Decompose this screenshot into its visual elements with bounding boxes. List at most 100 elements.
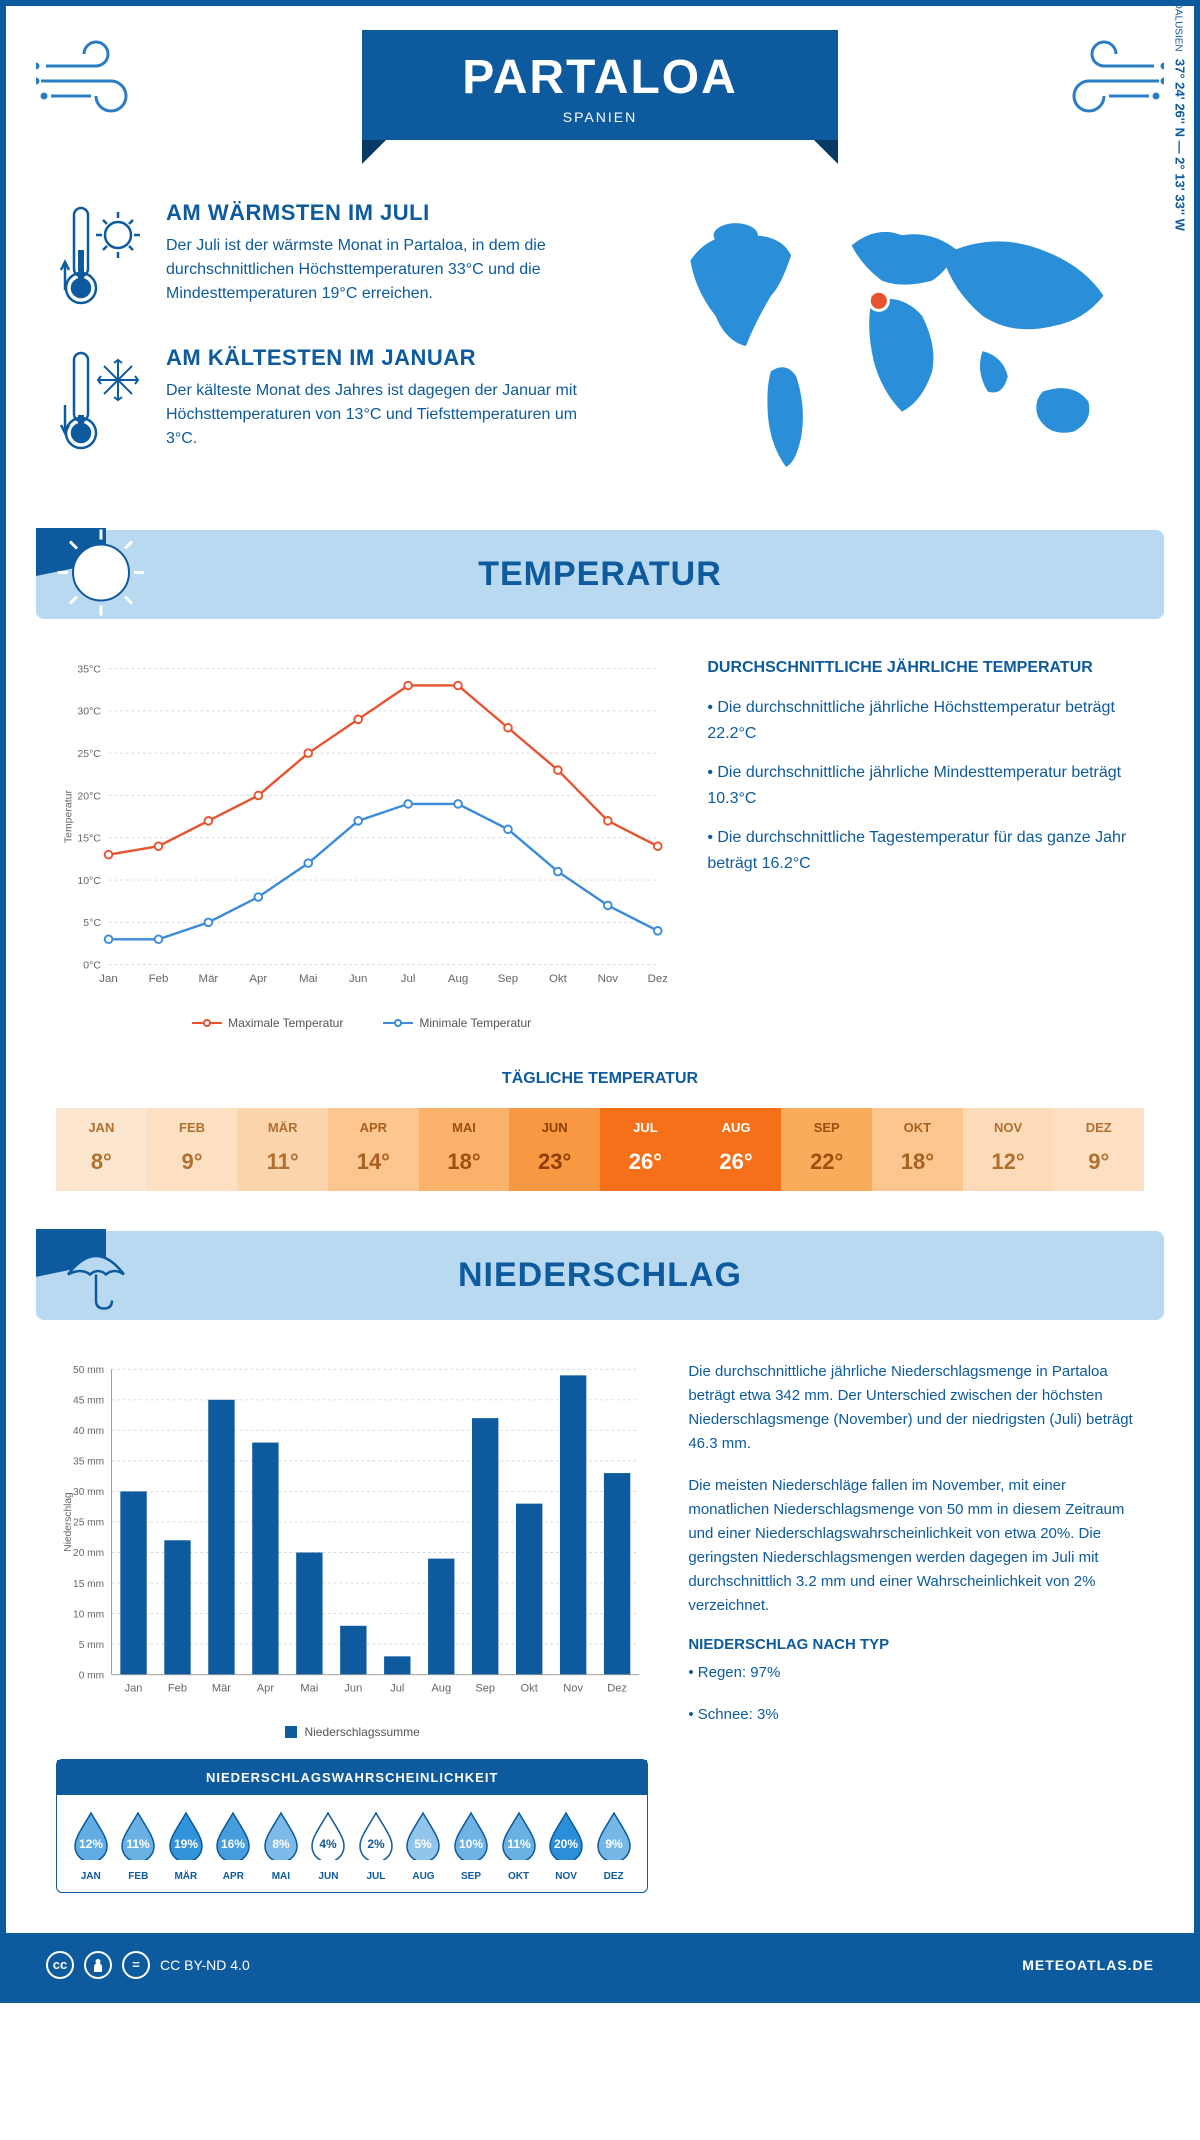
svg-text:Dez: Dez — [648, 973, 668, 985]
site-name: METEOATLAS.DE — [1022, 1957, 1154, 1973]
svg-text:10°C: 10°C — [77, 875, 101, 887]
coldest-title: AM KÄLTESTEN IM JANUAR — [166, 345, 610, 371]
world-map — [640, 200, 1144, 482]
svg-text:Nov: Nov — [563, 1682, 583, 1694]
svg-text:35°C: 35°C — [77, 663, 101, 675]
daily-temp-cell: NOV12° — [963, 1108, 1054, 1191]
prob-cell: 16% APR — [210, 1810, 258, 1882]
coldest-fact: AM KÄLTESTEN IM JANUAR Der kälteste Mona… — [56, 345, 610, 460]
precip-type-title: NIEDERSCHLAG NACH TYP — [688, 1636, 1144, 1653]
svg-text:Aug: Aug — [431, 1682, 451, 1694]
svg-text:Jun: Jun — [349, 973, 367, 985]
daily-temp-cell: APR14° — [328, 1108, 419, 1191]
by-icon — [84, 1951, 112, 1979]
svg-text:Feb: Feb — [149, 973, 169, 985]
daily-temp-cell: JUN23° — [509, 1108, 600, 1191]
svg-text:5 mm: 5 mm — [79, 1640, 104, 1651]
daily-temp-cell: MÄR11° — [237, 1108, 328, 1191]
svg-text:40 mm: 40 mm — [73, 1426, 104, 1437]
svg-text:Mai: Mai — [299, 973, 317, 985]
coldest-text: Der kälteste Monat des Jahres ist dagege… — [166, 379, 610, 451]
temp-chart-legend: Maximale Temperatur Minimale Temperatur — [56, 1016, 667, 1030]
precip-section-header: NIEDERSCHLAG — [36, 1231, 1164, 1320]
svg-text:Sep: Sep — [498, 973, 518, 985]
svg-text:8%: 8% — [272, 1837, 290, 1851]
svg-text:Jul: Jul — [401, 973, 416, 985]
license-text: CC BY-ND 4.0 — [160, 1957, 250, 1973]
svg-text:12%: 12% — [79, 1837, 103, 1851]
warmest-title: AM WÄRMSTEN IM JULI — [166, 200, 610, 226]
svg-text:Jan: Jan — [125, 1682, 143, 1694]
svg-text:20%: 20% — [554, 1837, 578, 1851]
precip-probability-box: NIEDERSCHLAGSWAHRSCHEINLICHKEIT 12% JAN … — [56, 1759, 648, 1893]
svg-text:10 mm: 10 mm — [73, 1609, 104, 1620]
prob-cell: 5% AUG — [400, 1810, 448, 1882]
nd-icon: = — [122, 1951, 150, 1979]
daily-temp-cell: SEP22° — [781, 1108, 872, 1191]
svg-text:Apr: Apr — [249, 973, 267, 985]
daily-temp-cell: OKT18° — [872, 1108, 963, 1191]
coordinates: ANDALUSIEN 37° 24' 26'' N — 2° 13' 33'' … — [1173, 0, 1188, 231]
wind-icon-right — [1024, 36, 1164, 131]
temp-section-title: TEMPERATUR — [66, 555, 1134, 594]
precip-type-2: • Schnee: 3% — [688, 1703, 1144, 1727]
svg-text:19%: 19% — [174, 1837, 198, 1851]
prob-cell: 11% FEB — [115, 1810, 163, 1882]
svg-text:Nov: Nov — [598, 973, 619, 985]
temp-fact-3: • Die durchschnittliche Tagestemperatur … — [707, 825, 1144, 876]
umbrella-icon — [56, 1233, 136, 1318]
svg-text:Jun: Jun — [344, 1682, 362, 1694]
svg-text:30°C: 30°C — [77, 706, 101, 718]
svg-text:16%: 16% — [221, 1837, 245, 1851]
prob-cell: 4% JUN — [305, 1810, 353, 1882]
svg-text:5%: 5% — [415, 1837, 433, 1851]
prob-cell: 11% OKT — [495, 1810, 543, 1882]
temp-fact-2: • Die durchschnittliche jährliche Mindes… — [707, 760, 1144, 811]
daily-temp-title: TÄGLICHE TEMPERATUR — [56, 1070, 1144, 1088]
thermometer-hot-icon — [56, 200, 146, 315]
svg-text:35 mm: 35 mm — [73, 1456, 104, 1467]
svg-text:9%: 9% — [605, 1837, 623, 1851]
daily-temp-cell: MAI18° — [419, 1108, 510, 1191]
svg-text:20°C: 20°C — [77, 790, 101, 802]
svg-text:11%: 11% — [127, 1837, 151, 1851]
svg-text:Jan: Jan — [99, 973, 117, 985]
wind-icon-left — [36, 36, 176, 131]
svg-text:2%: 2% — [367, 1837, 385, 1851]
svg-text:0 mm: 0 mm — [79, 1670, 104, 1681]
daily-temp-strip: JAN8°FEB9°MÄR11°APR14°MAI18°JUN23°JUL26°… — [56, 1108, 1144, 1191]
svg-text:20 mm: 20 mm — [73, 1548, 104, 1559]
precip-chart-legend: Niederschlagssumme — [56, 1725, 648, 1739]
svg-text:Mai: Mai — [300, 1682, 318, 1694]
svg-text:25°C: 25°C — [77, 748, 101, 760]
svg-text:Jul: Jul — [390, 1682, 404, 1694]
prob-cell: 10% SEP — [447, 1810, 495, 1882]
daily-temp-cell: DEZ9° — [1053, 1108, 1144, 1191]
thermometer-cold-icon — [56, 345, 146, 460]
prob-cell: 20% NOV — [542, 1810, 590, 1882]
svg-text:0°C: 0°C — [83, 959, 101, 971]
daily-temp-cell: AUG26° — [691, 1108, 782, 1191]
svg-text:Dez: Dez — [607, 1682, 627, 1694]
title-banner: PARTALOA SPANIEN — [362, 30, 838, 140]
precip-type-1: • Regen: 97% — [688, 1661, 1144, 1685]
svg-text:Feb: Feb — [168, 1682, 187, 1694]
svg-text:15°C: 15°C — [77, 833, 101, 845]
svg-text:50 mm: 50 mm — [73, 1365, 104, 1376]
warmest-fact: AM WÄRMSTEN IM JULI Der Juli ist der wär… — [56, 200, 610, 315]
temp-section-header: TEMPERATUR — [36, 530, 1164, 619]
header: PARTALOA SPANIEN — [6, 6, 1194, 200]
svg-text:Niederschlag: Niederschlag — [63, 1492, 74, 1551]
page-subtitle: SPANIEN — [462, 109, 738, 125]
prob-cell: 2% JUL — [352, 1810, 400, 1882]
cc-icon: cc — [46, 1951, 74, 1979]
svg-text:15 mm: 15 mm — [73, 1579, 104, 1590]
temp-fact-1: • Die durchschnittliche jährliche Höchst… — [707, 695, 1144, 746]
prob-cell: 9% DEZ — [590, 1810, 638, 1882]
precip-prob-title: NIEDERSCHLAGSWAHRSCHEINLICHKEIT — [57, 1760, 647, 1795]
temperature-line-chart: 0°C5°C10°C15°C20°C25°C30°C35°CJanFebMärA… — [56, 659, 667, 1003]
svg-text:Apr: Apr — [257, 1682, 275, 1694]
precip-text-1: Die durchschnittliche jährliche Niedersc… — [688, 1360, 1144, 1456]
prob-cell: 8% MAI — [257, 1810, 305, 1882]
svg-text:10%: 10% — [459, 1837, 483, 1851]
